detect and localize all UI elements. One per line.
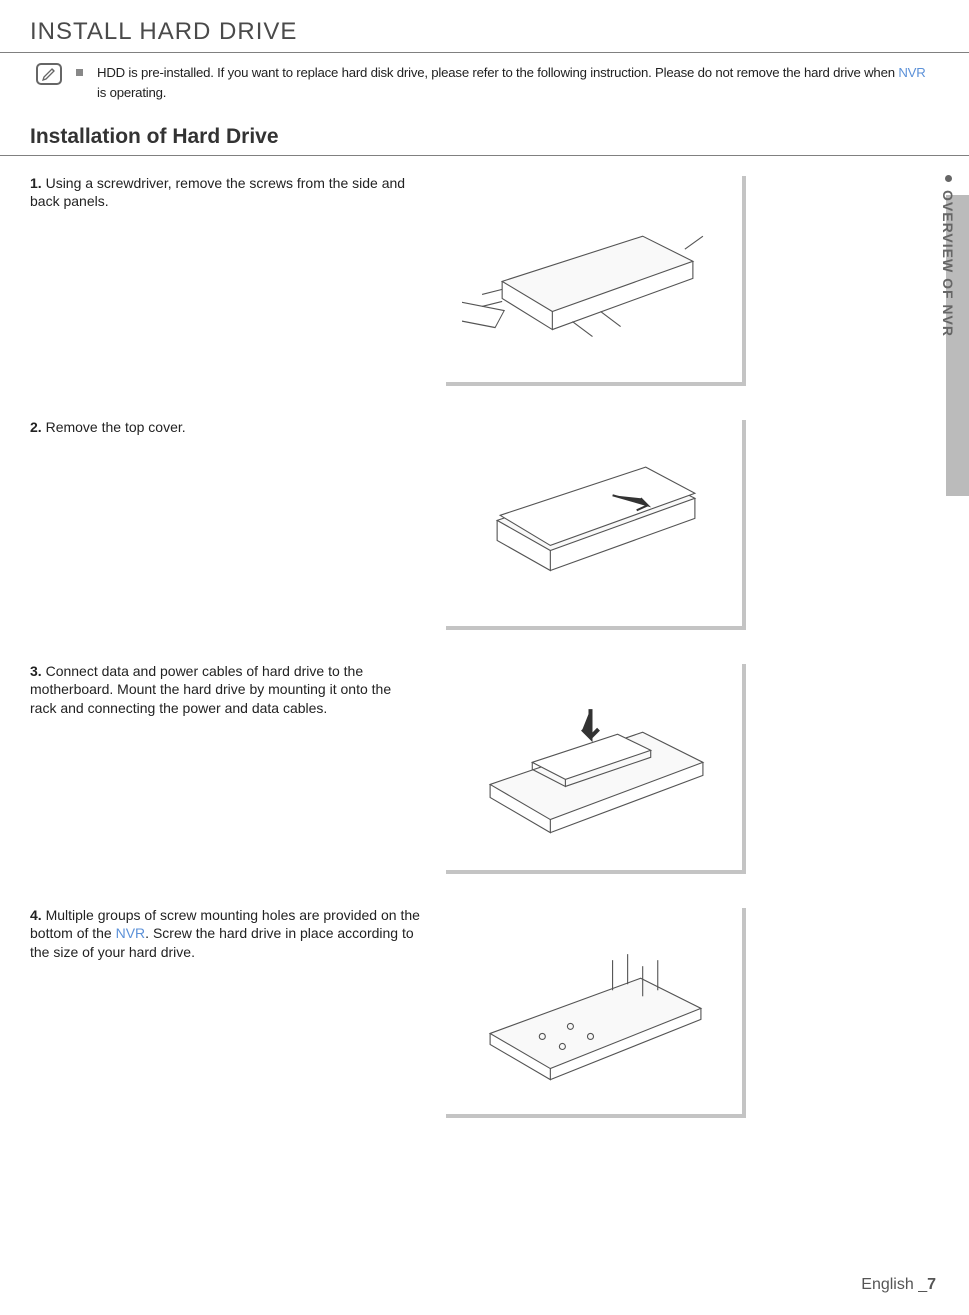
step-3: 3. Connect data and power cables of hard… (30, 660, 939, 870)
diagram-1 (442, 172, 742, 382)
bullet-icon (76, 69, 83, 76)
step-text: 3. Connect data and power cables of hard… (30, 662, 420, 719)
bullet-icon (945, 175, 952, 182)
step-text: 4. Multiple groups of screw mounting hol… (30, 906, 420, 963)
pencil-icon (36, 63, 62, 85)
step-4: 4. Multiple groups of screw mounting hol… (30, 904, 939, 1114)
side-tab-label: OVERVIEW OF NVR (940, 190, 956, 337)
step-1: 1. Using a screwdriver, remove the screw… (30, 172, 939, 382)
diagram-2 (442, 416, 742, 626)
footer: English _7 (861, 1276, 936, 1294)
diagram-3 (442, 660, 742, 870)
side-tab: OVERVIEW OF NVR (937, 165, 969, 501)
step-2: 2. Remove the top cover. (30, 416, 939, 626)
step-text: 2. Remove the top cover. (30, 418, 420, 437)
note-block: HDD is pre-installed. If you want to rep… (0, 53, 969, 111)
diagram-4 (442, 904, 742, 1114)
note-text: HDD is pre-installed. If you want to rep… (97, 63, 933, 103)
step-text: 1. Using a screwdriver, remove the screw… (30, 174, 420, 212)
sub-heading: Installation of Hard Drive (0, 111, 969, 156)
page-title: INSTALL HARD DRIVE (0, 0, 969, 53)
